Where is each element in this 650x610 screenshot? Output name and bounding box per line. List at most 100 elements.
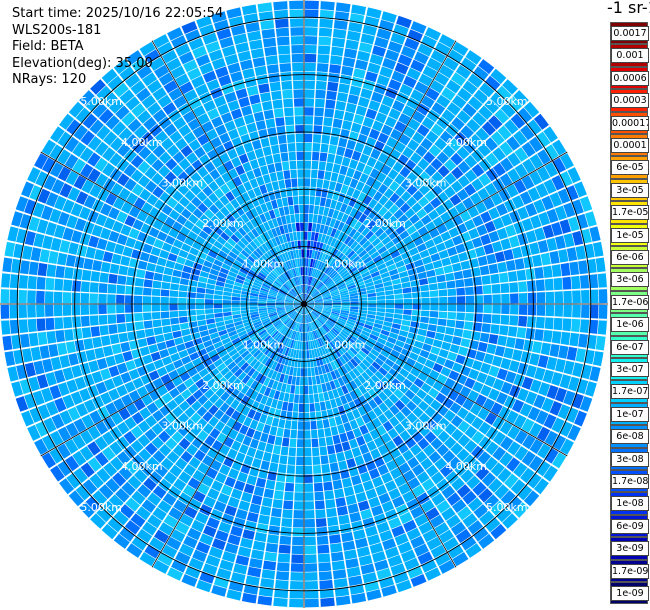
range-gate xyxy=(595,335,606,351)
range-gate xyxy=(290,572,304,581)
range-gate xyxy=(494,345,506,357)
range-gate xyxy=(42,434,56,451)
range-gate xyxy=(494,251,506,263)
range-gate xyxy=(522,158,536,174)
range-gate xyxy=(554,387,567,403)
range-gate xyxy=(202,399,214,411)
range-gate xyxy=(513,414,527,429)
range-gate xyxy=(337,377,345,387)
range-gate xyxy=(333,379,341,389)
range-gate xyxy=(261,345,270,354)
range-gate xyxy=(184,177,196,190)
range-gate xyxy=(326,246,333,255)
range-gate xyxy=(66,473,81,489)
range-gate xyxy=(534,267,544,279)
range-gate xyxy=(221,381,232,391)
range-gate xyxy=(116,158,130,172)
range-gate xyxy=(209,204,220,215)
range-gate xyxy=(541,397,554,413)
range-gate xyxy=(259,213,267,223)
range-gate xyxy=(139,552,156,567)
range-gate xyxy=(504,119,519,135)
range-gate xyxy=(260,92,272,103)
range-gate xyxy=(269,289,278,294)
range-gate xyxy=(477,143,491,157)
range-gate xyxy=(463,357,475,368)
range-gate xyxy=(278,207,285,217)
range-gate xyxy=(158,478,172,492)
range-gate xyxy=(115,105,130,120)
range-gate xyxy=(294,304,303,308)
range-gate xyxy=(284,283,291,290)
range-gate xyxy=(336,451,346,462)
range-gate xyxy=(312,310,320,316)
range-gate xyxy=(247,30,262,42)
range-gate xyxy=(496,227,508,240)
range-gate xyxy=(99,325,109,336)
range-gate xyxy=(326,333,333,341)
range-gate xyxy=(254,65,267,76)
range-gate xyxy=(153,327,163,336)
range-gate xyxy=(305,297,313,303)
range-gate xyxy=(364,278,373,284)
range-gate xyxy=(328,417,337,427)
range-gate xyxy=(292,288,298,296)
range-gate xyxy=(392,363,402,373)
azimuth-line xyxy=(303,303,568,457)
range-gate xyxy=(452,362,463,373)
range-gate xyxy=(281,365,288,374)
range-gate xyxy=(372,120,384,132)
range-gate xyxy=(276,306,285,309)
range-gate xyxy=(159,444,172,457)
range-gate xyxy=(352,170,362,181)
range-gate xyxy=(220,484,233,496)
range-gate xyxy=(149,123,163,137)
range-gate xyxy=(563,390,576,406)
colorbar-tick-label: 6e-05 xyxy=(611,160,649,176)
range-gate xyxy=(234,281,243,288)
range-gate xyxy=(290,321,295,329)
ray xyxy=(306,289,608,304)
range-gate xyxy=(284,318,291,325)
range-gate xyxy=(551,222,563,236)
range-gate xyxy=(313,320,320,329)
range-gate xyxy=(437,178,450,191)
range-gate xyxy=(283,428,291,438)
range-gate xyxy=(258,308,267,311)
range-gate xyxy=(137,365,148,377)
range-gate xyxy=(300,294,304,303)
range-gate xyxy=(443,537,459,551)
range-gate xyxy=(249,178,259,189)
range-gate xyxy=(418,196,429,208)
range-gate xyxy=(317,384,323,394)
range-gate xyxy=(223,341,233,349)
range-gate xyxy=(331,292,340,297)
range-gate xyxy=(259,375,267,385)
range-gate xyxy=(330,312,340,318)
range-gate xyxy=(418,73,433,87)
range-gate xyxy=(62,292,72,304)
range-gate xyxy=(418,400,429,412)
range-gate xyxy=(158,417,171,430)
range-gate xyxy=(554,304,563,317)
colorbar-swatch: 1.7e-07 xyxy=(610,380,649,403)
range-gate xyxy=(357,405,367,416)
range-gate xyxy=(500,490,516,506)
range-gate xyxy=(249,39,263,50)
range-gate xyxy=(298,323,301,332)
range-gate xyxy=(299,213,304,223)
range-gate xyxy=(251,287,260,292)
range-gate xyxy=(126,403,139,416)
range-gate xyxy=(153,560,170,574)
range-gate xyxy=(259,292,268,297)
range-gate xyxy=(289,581,304,590)
range-gate xyxy=(278,419,286,429)
range-gate xyxy=(277,464,287,474)
range-gate xyxy=(436,116,450,130)
range-gate xyxy=(472,112,487,127)
range-gate xyxy=(372,326,382,333)
range-gate xyxy=(241,224,251,234)
range-gate xyxy=(228,168,239,179)
range-gate xyxy=(267,163,276,174)
range-gate xyxy=(393,288,403,295)
